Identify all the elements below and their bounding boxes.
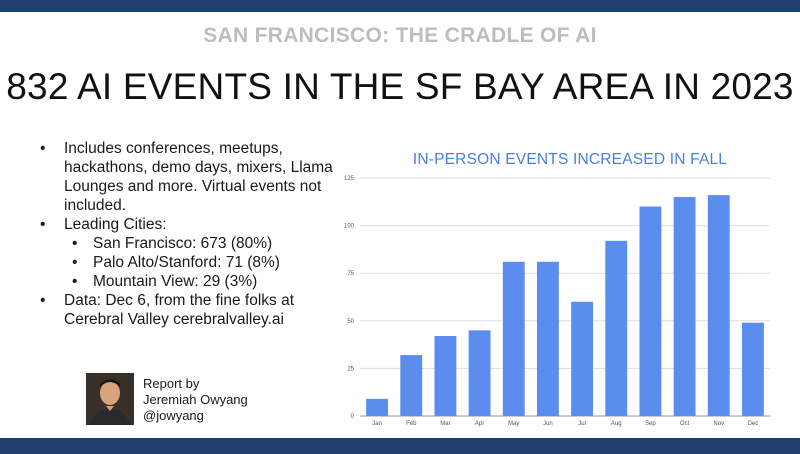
bullet-item: • Data: Dec 6, from the fine folks at Ce…	[40, 291, 340, 329]
bullet-dot: •	[40, 216, 46, 233]
bar	[605, 240, 628, 416]
x-tick-label: Jan	[372, 421, 382, 427]
bar	[741, 322, 764, 416]
y-tick-label: 0	[351, 414, 355, 420]
sub-bullet-item: • Mountain View: 29 (3%)	[40, 272, 340, 291]
x-tick-label: Jul	[578, 421, 586, 427]
slide-headline: 832 AI EVENTS IN THE SF BAY AREA IN 2023	[6, 66, 794, 107]
slide-kicker: SAN FRANCISCO: THE CRADLE OF AI	[203, 24, 597, 47]
person-icon	[86, 373, 134, 425]
y-tick-label: 75	[347, 271, 354, 277]
x-tick-label: Nov	[713, 421, 724, 427]
author-credit: Report by Jeremiah Owyang @jowyang	[143, 376, 248, 424]
x-tick-label: Feb	[406, 421, 417, 427]
x-tick-label: Mar	[440, 421, 450, 427]
author-handle: @jowyang	[143, 408, 204, 423]
bar	[366, 398, 389, 416]
sub-bullet-text: San Francisco: 673 (80%)	[93, 235, 273, 252]
x-tick-label: Oct	[680, 421, 690, 427]
bullet-text: Includes conferences, meetups, hackathon…	[64, 140, 333, 214]
x-tick-label: Sep	[645, 421, 656, 427]
chart-title: IN-PERSON EVENTS INCREASED IN FALL	[412, 151, 728, 168]
sub-bullet-text: Mountain View: 29 (3%)	[93, 273, 258, 290]
bullet-dot: •	[72, 273, 78, 290]
x-tick-label: Aug	[611, 421, 622, 427]
bar	[707, 195, 730, 416]
bar	[571, 301, 594, 416]
sub-bullet-item: • San Francisco: 673 (80%)	[40, 234, 340, 253]
x-tick-label: Dec	[748, 421, 759, 427]
bullet-item: • Includes conferences, meetups, hackath…	[40, 139, 340, 215]
bullet-item: • Leading Cities:	[40, 215, 340, 234]
credit-line: Report by	[143, 376, 200, 391]
bullet-text: Data: Dec 6, from the fine folks at Cere…	[64, 292, 295, 328]
bullet-dot: •	[40, 140, 46, 157]
y-tick-label: 25	[347, 366, 354, 372]
bar	[434, 336, 457, 416]
x-tick-label: Jun	[543, 421, 553, 427]
bullet-list: • Includes conferences, meetups, hackath…	[40, 139, 340, 329]
bullet-text: Leading Cities:	[64, 216, 167, 233]
bar	[502, 261, 525, 416]
y-tick-label: 125	[344, 176, 355, 182]
bar	[673, 197, 696, 416]
bullet-dot: •	[72, 254, 78, 271]
y-tick-label: 100	[344, 224, 355, 230]
bar	[468, 330, 491, 416]
bar	[639, 206, 662, 416]
bottom-bar	[0, 438, 800, 454]
bar	[400, 355, 423, 416]
bullet-dot: •	[72, 235, 78, 252]
bar	[536, 261, 559, 416]
sub-bullet-item: • Palo Alto/Stanford: 71 (8%)	[40, 253, 340, 272]
author-avatar	[86, 373, 134, 425]
sub-bullet-text: Palo Alto/Stanford: 71 (8%)	[93, 254, 280, 271]
y-tick-label: 50	[347, 319, 354, 325]
x-tick-label: May	[508, 421, 519, 427]
bullet-dot: •	[40, 292, 46, 309]
author-name: Jeremiah Owyang	[143, 392, 248, 407]
x-tick-label: Apr	[475, 421, 484, 427]
slide	[0, 12, 800, 438]
